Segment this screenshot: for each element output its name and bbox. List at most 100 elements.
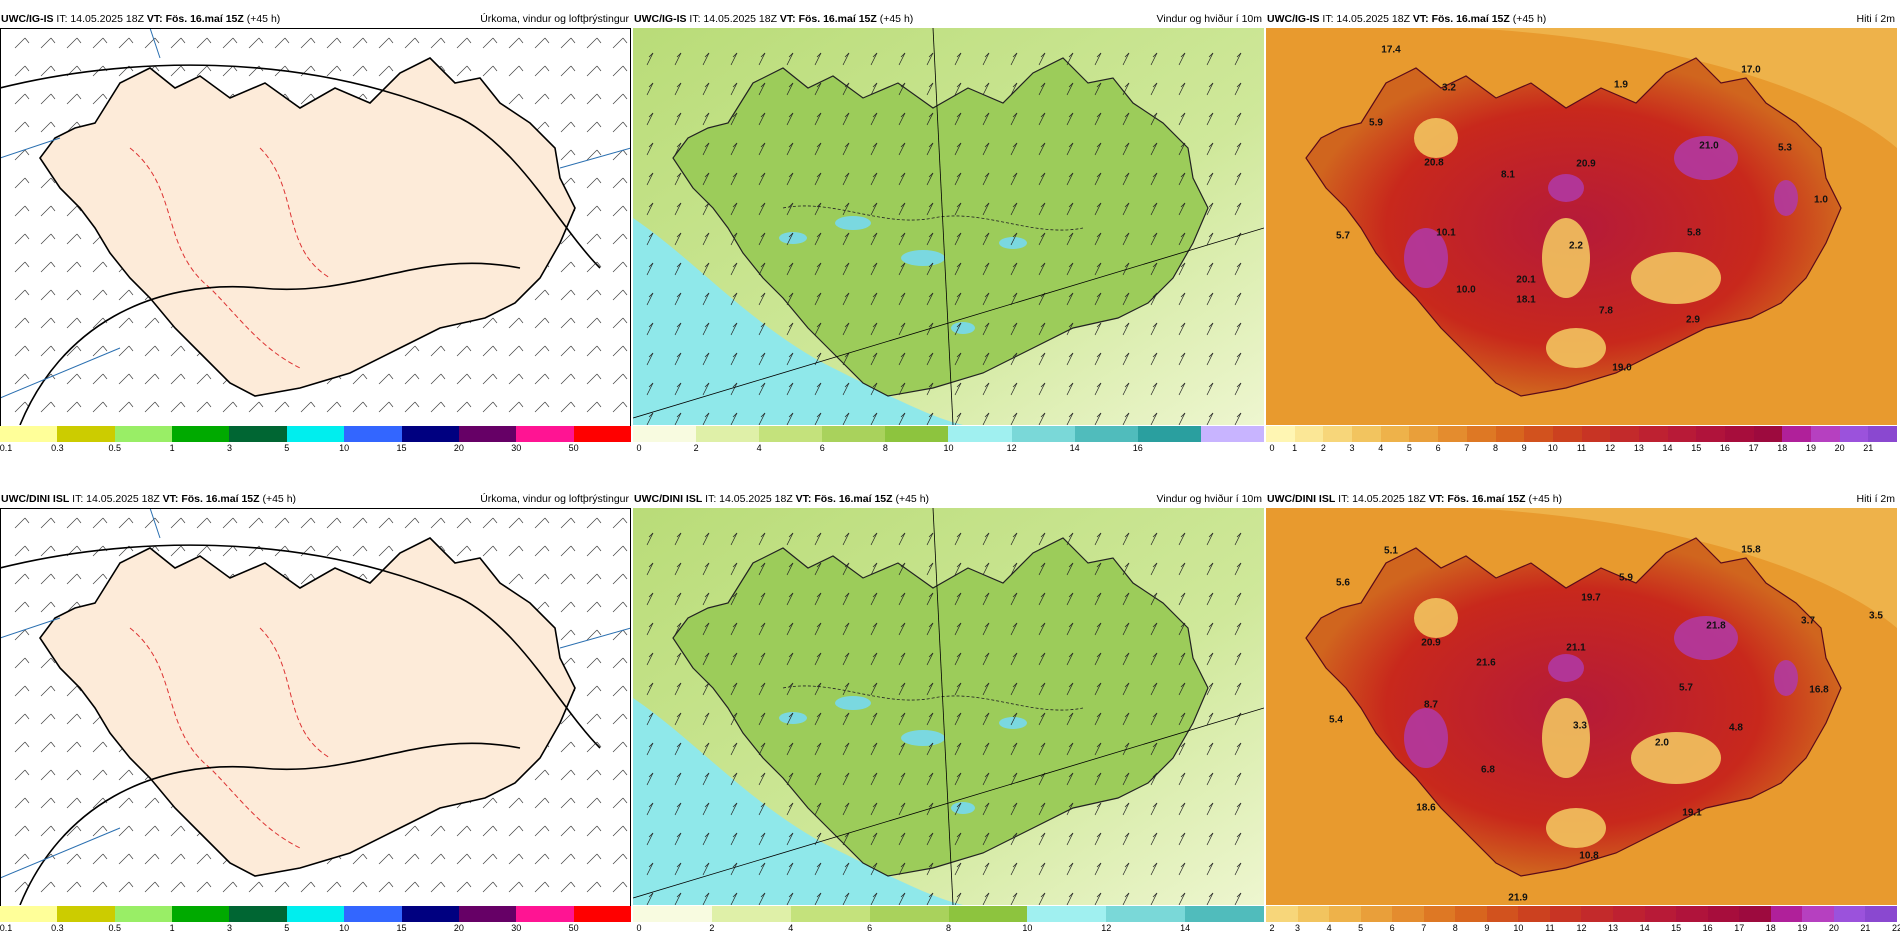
colorbar-tick-label: 10: [943, 443, 954, 453]
colorbar-swatch: [114, 426, 173, 442]
init-time: IT: 14.05.2025 18Z: [56, 13, 144, 25]
valid-time: VT: Fös. 16.maí 15Z: [1428, 493, 1526, 505]
colorbar-tick-label: 12: [1101, 923, 1112, 933]
colorbar-swatch: [1423, 906, 1456, 922]
colorbar-tick-label: 0: [1269, 443, 1275, 453]
colorbar-tick-label: 4: [788, 923, 794, 933]
colorbar-swatch: [573, 906, 631, 922]
temp-value-label: 19.0: [1612, 362, 1632, 374]
colorbar-tick-label: 15: [396, 923, 407, 933]
temp-value-label: 5.9: [1619, 572, 1633, 584]
colorbar-tick-label: 19: [1797, 923, 1808, 933]
temp-value-label: 21.9: [1508, 892, 1528, 904]
colorbar-swatch: [1027, 906, 1107, 922]
colorbar-tick-label: 0: [636, 923, 642, 933]
panel-temp-row1: UWC/IG-IS IT: 14.05.2025 18Z VT: Fös. 16…: [1266, 10, 1898, 470]
colorbar-swatch: [1552, 426, 1582, 442]
model-name: UWC/DINI ISL: [1267, 493, 1336, 505]
colorbar-swatch: [0, 426, 58, 442]
temp-value-label: 5.1: [1384, 545, 1398, 557]
colorbar-swatch: [286, 426, 345, 442]
temp-value-label: 1.9: [1614, 79, 1628, 91]
colorbar-swatch: [0, 906, 58, 922]
temp-value-label: 5.7: [1336, 230, 1350, 242]
wind-map[interactable]: [633, 28, 1264, 425]
temp-value-label: 20.9: [1421, 637, 1441, 649]
colorbar-swatch: [1137, 426, 1201, 442]
colorbar-swatch: [1865, 906, 1897, 922]
colorbar-swatch: [573, 426, 631, 442]
colorbar-tick-label: 0.1: [0, 923, 13, 933]
wind-colorbar-ticks: 0 2 4 6 8 10 12 14: [633, 922, 1264, 936]
colorbar-tick-label: 6: [867, 923, 873, 933]
colorbar-tick-label: 11: [1545, 923, 1555, 933]
panel-precip-row2: UWC/DINI ISL IT: 14.05.2025 18Z VT: Fös.…: [0, 490, 631, 950]
temp-value-label: 10.1: [1436, 227, 1456, 239]
precip-colorbar: [0, 906, 631, 922]
temp-value-label: 5.9: [1369, 117, 1383, 129]
colorbar-tick-label: 10: [1547, 443, 1558, 453]
colorbar-swatch: [1392, 906, 1424, 922]
colorbar-tick-label: 8: [1452, 923, 1458, 933]
colorbar-tick-label: 2: [1320, 443, 1326, 453]
temp-value-label: 2.9: [1686, 314, 1700, 326]
model-name: UWC/IG-IS: [1267, 13, 1320, 25]
colorbar-tick-label: 7: [1421, 923, 1427, 933]
valid-time: VT: Fös. 16.maí 15Z: [795, 493, 893, 505]
colorbar-swatch: [1833, 906, 1866, 922]
colorbar-swatch: [711, 906, 791, 922]
colorbar-swatch: [1613, 906, 1645, 922]
colorbar-tick-label: 3: [1295, 923, 1301, 933]
colorbar-tick-label: 4: [756, 443, 762, 453]
colorbar-tick-label: 21: [1863, 443, 1874, 453]
colorbar-tick-label: 19: [1805, 443, 1816, 453]
temp-value-label: 6.8: [1481, 764, 1495, 776]
temp-map[interactable]: 5.1 15.8 5.6 5.9 19.7 21.8 3.7 3.5 20.9 21.6 21.1 5…: [1266, 508, 1897, 905]
colorbar-swatch: [344, 906, 402, 922]
temp-value-label: 21.8: [1706, 620, 1726, 632]
colorbar-swatch: [948, 426, 1012, 442]
colorbar-tick-label: 0.1: [0, 443, 13, 453]
colorbar-swatch: [1486, 906, 1519, 922]
colorbar-tick-label: 2: [1269, 923, 1275, 933]
colorbar-tick-label: 1: [169, 923, 175, 933]
temp-value-label: 21.6: [1476, 657, 1496, 669]
colorbar-tick-label: 2: [709, 923, 715, 933]
colorbar-swatch: [1185, 906, 1264, 922]
colorbar-tick-label: 8: [945, 923, 952, 933]
panel-temp-row2: UWC/DINI ISL IT: 14.05.2025 18Z VT: Fös.…: [1266, 490, 1900, 950]
init-time: IT: 14.05.2025 18Z: [1338, 493, 1426, 505]
colorbar-tick-label: 30: [511, 443, 522, 453]
colorbar-tick-label: 1: [169, 443, 175, 453]
colorbar-tick-label: 12: [1605, 443, 1616, 453]
temp-map[interactable]: 17.4 3.2 5.9 1.9 17.0 21.0 5.3 20.8 8.1 20.9 1.0 5.…: [1266, 28, 1897, 425]
valid-time: VT: Fös. 16.maí 15Z: [779, 13, 877, 25]
colorbar-swatch: [401, 906, 459, 922]
model-name: UWC/DINI ISL: [634, 493, 703, 505]
lead-time: (+45 h): [1512, 13, 1547, 25]
colorbar-swatch: [1294, 426, 1324, 442]
wind-map[interactable]: [633, 508, 1264, 905]
panel-wind-row2: UWC/DINI ISL IT: 14.05.2025 18Z VT: Fös.…: [633, 490, 1264, 950]
colorbar-swatch: [458, 906, 517, 922]
lead-time: (+45 h): [1528, 493, 1563, 505]
valid-time: VT: Fös. 16.maí 15Z: [146, 13, 244, 25]
colorbar-swatch: [869, 906, 949, 922]
colorbar-swatch: [1011, 426, 1075, 442]
temp-value-label: 4.8: [1729, 722, 1743, 734]
precip-map[interactable]: [0, 508, 631, 905]
temp-value-label: 3.5: [1869, 610, 1883, 622]
precip-map[interactable]: [0, 28, 631, 425]
model-name: UWC/DINI ISL: [1, 493, 70, 505]
colorbar-swatch: [1200, 426, 1264, 442]
colorbar-tick-label: 5: [1406, 443, 1412, 453]
colorbar-tick-label: 15: [1691, 443, 1702, 453]
init-time: IT: 14.05.2025 18Z: [705, 493, 793, 505]
colorbar-tick-label: 0.5: [108, 443, 121, 453]
colorbar-swatch: [172, 906, 230, 922]
colorbar-tick-label: 20: [453, 923, 464, 933]
colorbar-swatch: [516, 426, 574, 442]
temp-value-label: 8.7: [1424, 699, 1438, 711]
colorbar-tick-label: 50: [568, 443, 579, 453]
panel-precip-row1: UWC/IG-IS IT: 14.05.2025 18Z VT: Fös. 16…: [0, 10, 631, 470]
